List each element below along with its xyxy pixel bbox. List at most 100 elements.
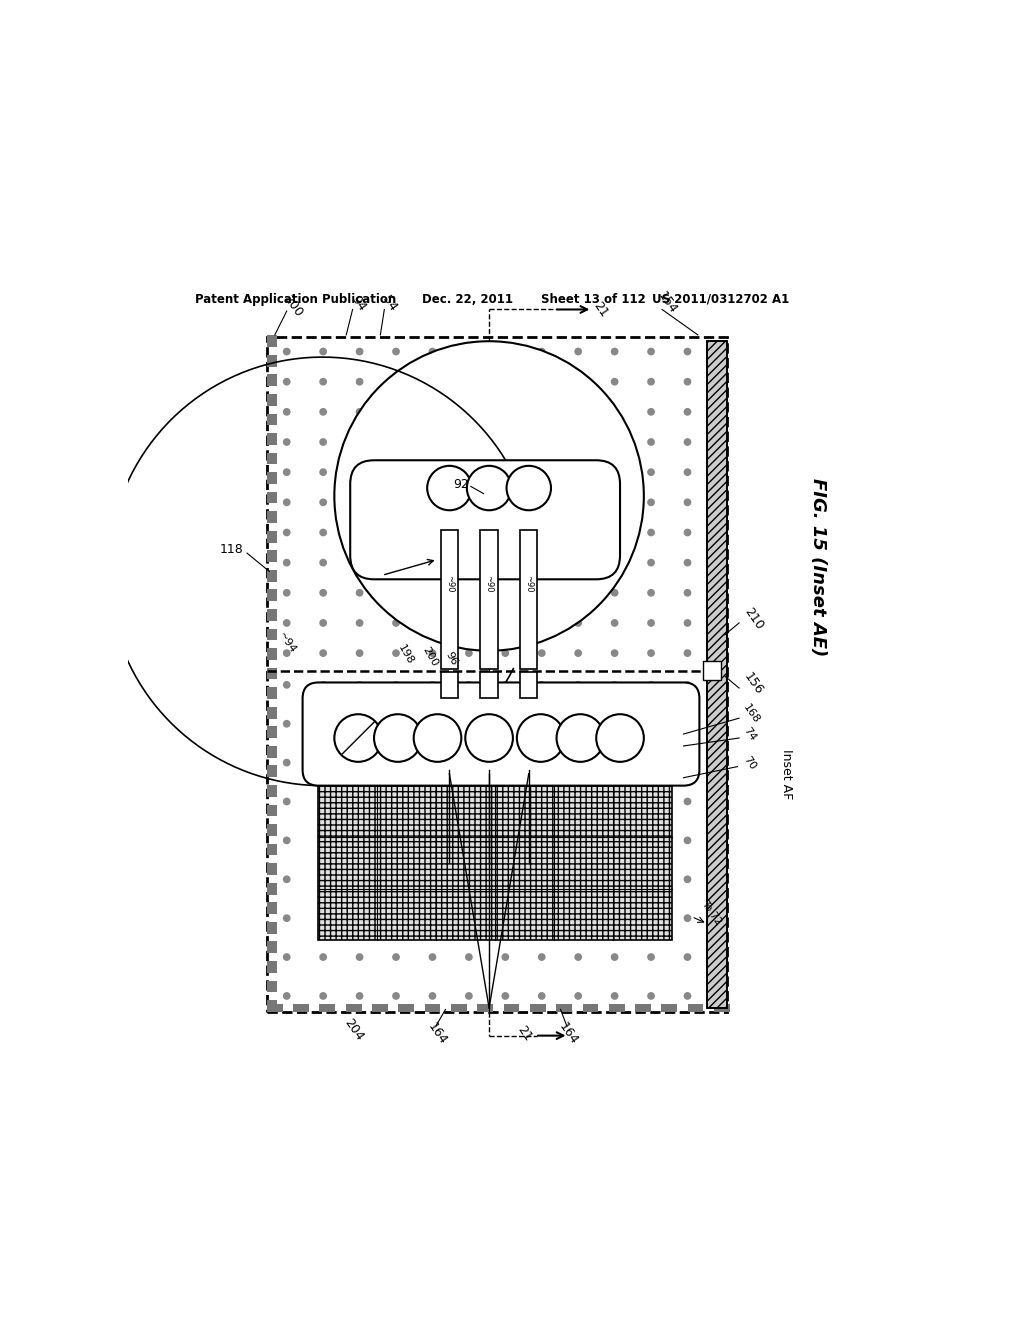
Bar — [708, 342, 727, 1008]
Circle shape — [684, 409, 690, 414]
Circle shape — [356, 759, 362, 766]
Circle shape — [502, 409, 509, 414]
Circle shape — [575, 469, 582, 475]
Circle shape — [684, 438, 690, 445]
Circle shape — [429, 993, 435, 999]
Circle shape — [319, 721, 327, 727]
Circle shape — [393, 993, 399, 999]
Circle shape — [575, 499, 582, 506]
Circle shape — [684, 876, 690, 883]
Circle shape — [356, 837, 362, 843]
Bar — [346, 1005, 361, 1012]
Circle shape — [611, 560, 617, 566]
Circle shape — [684, 993, 690, 999]
Circle shape — [539, 799, 545, 805]
Bar — [293, 1005, 309, 1012]
Circle shape — [684, 954, 690, 960]
Circle shape — [611, 590, 617, 595]
Circle shape — [429, 620, 435, 626]
Circle shape — [684, 560, 690, 566]
Circle shape — [319, 409, 327, 414]
Bar — [267, 413, 278, 425]
Circle shape — [393, 590, 399, 595]
Text: US 2011/0312702 A1: US 2011/0312702 A1 — [652, 293, 790, 306]
Circle shape — [502, 379, 509, 385]
Bar — [267, 688, 278, 700]
Circle shape — [648, 993, 654, 999]
Circle shape — [284, 681, 290, 688]
Circle shape — [284, 759, 290, 766]
Bar — [267, 726, 278, 738]
Bar — [267, 570, 278, 582]
FancyBboxPatch shape — [350, 461, 621, 579]
Circle shape — [393, 379, 399, 385]
Bar — [520, 672, 538, 698]
Circle shape — [648, 379, 654, 385]
Bar — [398, 1005, 414, 1012]
Circle shape — [648, 915, 654, 921]
Circle shape — [356, 721, 362, 727]
Circle shape — [648, 649, 654, 656]
Circle shape — [356, 379, 362, 385]
Circle shape — [356, 590, 362, 595]
Circle shape — [284, 993, 290, 999]
Circle shape — [319, 954, 327, 960]
Text: 92: 92 — [454, 478, 469, 491]
Bar — [267, 492, 278, 503]
Circle shape — [319, 876, 327, 883]
Bar — [703, 661, 721, 680]
Circle shape — [429, 721, 435, 727]
Circle shape — [684, 915, 690, 921]
Circle shape — [356, 681, 362, 688]
Circle shape — [284, 560, 290, 566]
Bar — [583, 1005, 598, 1012]
Circle shape — [393, 529, 399, 536]
Circle shape — [575, 799, 582, 805]
Circle shape — [539, 499, 545, 506]
Bar — [267, 766, 278, 777]
Circle shape — [539, 438, 545, 445]
Circle shape — [648, 469, 654, 475]
Circle shape — [393, 649, 399, 656]
Circle shape — [539, 837, 545, 843]
Circle shape — [466, 876, 472, 883]
Circle shape — [539, 915, 545, 921]
Circle shape — [466, 409, 472, 414]
Circle shape — [284, 438, 290, 445]
Circle shape — [684, 348, 690, 355]
Circle shape — [684, 681, 690, 688]
Bar — [714, 1005, 730, 1012]
Bar — [267, 668, 278, 680]
Circle shape — [466, 348, 472, 355]
Circle shape — [648, 681, 654, 688]
Circle shape — [539, 876, 545, 883]
Circle shape — [648, 499, 654, 506]
Bar — [529, 1005, 546, 1012]
Circle shape — [575, 993, 582, 999]
Circle shape — [466, 759, 472, 766]
Circle shape — [648, 438, 654, 445]
Circle shape — [319, 759, 327, 766]
Text: 54: 54 — [380, 293, 399, 313]
Circle shape — [611, 620, 617, 626]
Circle shape — [648, 560, 654, 566]
Bar — [267, 883, 278, 895]
Circle shape — [284, 620, 290, 626]
Circle shape — [539, 348, 545, 355]
Circle shape — [575, 438, 582, 445]
Circle shape — [429, 469, 435, 475]
Circle shape — [429, 499, 435, 506]
Bar — [267, 843, 278, 855]
Bar — [662, 1005, 677, 1012]
Bar — [267, 805, 278, 816]
Circle shape — [684, 590, 690, 595]
Circle shape — [575, 590, 582, 595]
Circle shape — [611, 438, 617, 445]
Circle shape — [356, 469, 362, 475]
Bar — [477, 1005, 494, 1012]
Circle shape — [502, 837, 509, 843]
Circle shape — [393, 721, 399, 727]
Circle shape — [611, 529, 617, 536]
Circle shape — [393, 560, 399, 566]
Circle shape — [284, 590, 290, 595]
